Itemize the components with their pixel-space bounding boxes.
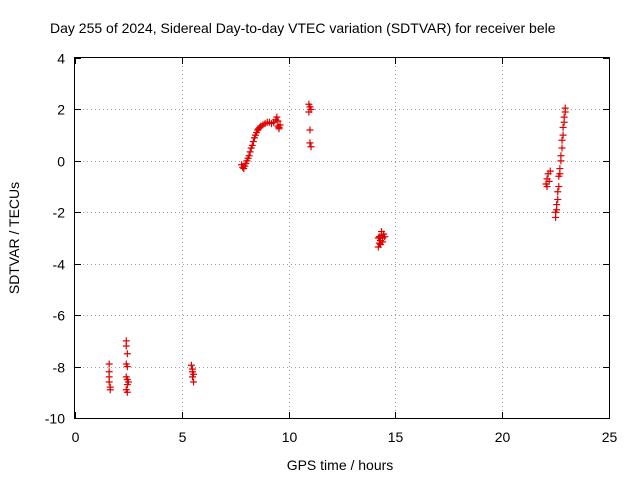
data-point — [556, 165, 564, 173]
data-point — [190, 378, 198, 386]
x-tick-label: 0 — [72, 429, 80, 445]
data-point — [545, 177, 553, 185]
data-point — [306, 126, 314, 134]
data-point — [378, 228, 386, 236]
data-point — [246, 148, 254, 156]
data-point — [379, 238, 387, 246]
x-tick-label: 5 — [179, 429, 187, 445]
data-point — [276, 121, 284, 129]
data-point — [375, 233, 383, 241]
data-point — [188, 373, 196, 381]
data-point — [546, 167, 554, 175]
data-point — [249, 138, 257, 146]
x-tick-label: 20 — [495, 429, 511, 445]
data-points — [105, 100, 569, 396]
plot-frame — [74, 57, 610, 419]
x-tick-label: 10 — [282, 429, 298, 445]
x-axis-label: GPS time / hours — [287, 457, 394, 473]
data-point — [561, 104, 569, 112]
data-point — [248, 141, 256, 149]
data-point — [553, 201, 561, 209]
data-point — [306, 139, 314, 147]
data-point — [555, 183, 563, 191]
data-point — [245, 152, 253, 160]
data-point — [558, 136, 566, 144]
data-point — [554, 188, 562, 196]
y-tick-label: 2 — [57, 102, 65, 118]
y-tick-label: -2 — [53, 205, 66, 221]
data-point — [106, 386, 114, 394]
data-point — [559, 131, 567, 139]
y-axis-label: SDTVAR / TECUs — [6, 182, 22, 294]
data-point — [187, 361, 195, 369]
data-point — [275, 125, 283, 133]
axis-ticks — [75, 58, 610, 419]
data-point — [557, 152, 565, 160]
data-point — [122, 342, 130, 350]
y-tick-label: -10 — [45, 411, 65, 427]
data-point — [273, 113, 281, 121]
y-tick-label: -8 — [53, 360, 66, 376]
data-point — [123, 381, 131, 389]
chart-title: Day 255 of 2024, Sidereal Day-to-day VTE… — [50, 20, 556, 36]
grid-lines — [75, 58, 609, 418]
data-point — [543, 183, 551, 191]
data-point — [560, 113, 568, 121]
data-point — [105, 378, 113, 386]
y-tick-labels: -10 -8 -6 -4 -2 0 2 4 — [45, 51, 65, 427]
data-point — [554, 195, 562, 203]
x-tick-label: 25 — [602, 429, 618, 445]
y-tick-label: 0 — [57, 154, 65, 170]
y-tick-label: 4 — [57, 51, 65, 67]
data-point — [123, 350, 131, 358]
data-point — [307, 143, 315, 151]
data-point — [559, 123, 567, 131]
data-point — [105, 360, 113, 368]
data-point — [305, 108, 313, 116]
data-point — [123, 388, 131, 396]
data-point — [558, 144, 566, 152]
x-tick-labels: 0 5 10 15 20 25 — [72, 429, 618, 445]
data-point — [123, 363, 131, 371]
y-tick-label: -6 — [53, 308, 66, 324]
x-tick-label: 15 — [388, 429, 404, 445]
y-tick-label: -4 — [53, 257, 66, 273]
